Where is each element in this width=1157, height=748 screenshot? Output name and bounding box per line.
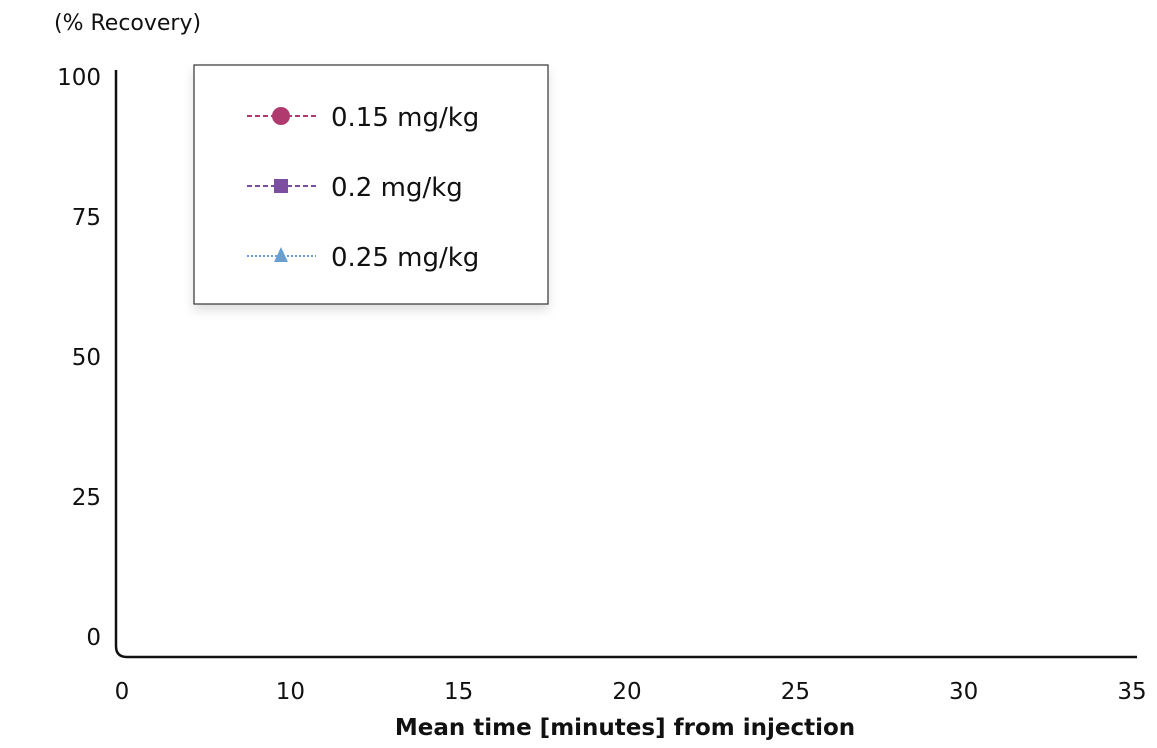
y-tick-label: 100 [57, 65, 101, 91]
legend-entry: 0.2 mg/kg [247, 173, 463, 203]
y-tick-label: 75 [72, 205, 101, 231]
x-axis-title: Mean time [minutes] from injection [395, 715, 855, 741]
legend-entry: 0.15 mg/kg [247, 103, 479, 133]
x-tick-label: 25 [781, 679, 810, 705]
legend-box [193, 64, 549, 305]
x-tick-label: 20 [612, 679, 641, 705]
y-tick-label: 50 [72, 345, 101, 371]
y-tick-labels: 0 25 50 75 100 [57, 65, 101, 651]
legend-entry: 0.25 mg/kg [247, 243, 479, 273]
x-tick-label: 0 [115, 679, 130, 705]
y-tick-label: 25 [72, 485, 101, 511]
axes-frame [114, 70, 1137, 659]
x-tick-label: 15 [444, 679, 473, 705]
x-tick-label: 35 [1117, 679, 1146, 705]
legend-label: 0.2 mg/kg [331, 173, 463, 203]
square-marker-icon [274, 179, 288, 193]
legend-label: 0.15 mg/kg [331, 103, 479, 133]
circle-marker-icon [272, 107, 290, 125]
x-tick-label: 10 [276, 679, 305, 705]
legend: 0.15 mg/kg 0.2 mg/kg 0.25 mg/kg [193, 64, 549, 305]
legend-label: 0.25 mg/kg [331, 243, 479, 273]
triangle-marker-icon [274, 247, 288, 262]
x-tick-label: 30 [949, 679, 978, 705]
y-axis-title: (% Recovery) [54, 11, 201, 36]
y-tick-label: 0 [86, 625, 101, 651]
x-tick-labels: 0 10 15 20 25 30 35 [115, 679, 1147, 705]
